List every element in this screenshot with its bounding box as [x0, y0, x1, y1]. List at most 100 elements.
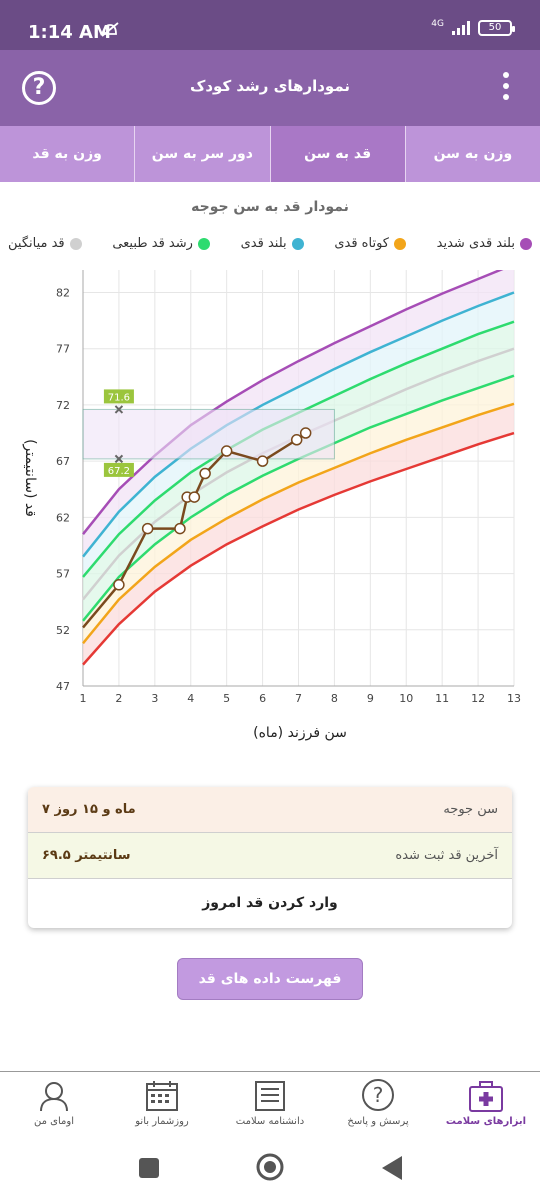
home-icon[interactable]	[256, 1153, 284, 1185]
percentile-band	[83, 270, 514, 557]
child-height-point	[188, 491, 201, 503]
y-tick-label: 52	[56, 624, 70, 637]
question-icon: ?	[333, 1078, 423, 1114]
nav-calendar[interactable]: روزشمار بانو	[117, 1072, 207, 1135]
range-highlight	[82, 408, 335, 460]
x-tick-label: 8	[331, 692, 338, 705]
x-tick-label: 13	[507, 692, 521, 705]
nav-health-tools[interactable]: ابزارهای سلامت	[441, 1072, 531, 1135]
x-axis-label: سن فرزند (ماه)	[253, 725, 347, 741]
network-label: 4G	[431, 19, 444, 29]
system-navigation-bar	[0, 1135, 540, 1200]
legend-dot	[393, 237, 406, 250]
y-tick-label: 82	[56, 286, 70, 299]
age-row: ۷ ماه و ۱۵ روز سن جوجه	[28, 787, 512, 833]
x-tick-label: 2	[115, 692, 122, 705]
range-label-box	[103, 389, 134, 404]
x-tick-label: 1	[80, 692, 87, 705]
legend-dot	[197, 237, 210, 250]
legend-item: بلند قدی	[241, 236, 304, 251]
nav-label: پرسش و پاسخ	[347, 1116, 409, 1127]
y-tick-label: 62	[56, 511, 70, 524]
y-tick-label: 67	[56, 455, 70, 468]
age-label: سن جوجه	[443, 802, 498, 817]
enter-today-height-button[interactable]: وارد کردن قد امروز	[202, 895, 338, 911]
range-marker-x-icon	[114, 405, 124, 414]
nav-questions[interactable]: ? پرسش و پاسخ	[333, 1072, 423, 1135]
legend-label: کوتاه قدی	[334, 236, 389, 251]
page-title: نمودارهای رشد کودک	[189, 77, 351, 95]
y-axis-label: قد (سانتیمتر)	[22, 439, 38, 517]
child-height-point	[174, 522, 186, 535]
bottom-nav: ابزارهای سلامت ? پرسش و پاسخ دانشنامه سل…	[0, 1071, 540, 1135]
x-tick-label: 9	[367, 692, 374, 705]
x-tick-label: 12	[471, 692, 485, 705]
encyclopedia-icon	[225, 1078, 315, 1114]
battery-icon: 50	[478, 20, 515, 36]
legend-label: رشد قد طبیعی	[112, 236, 193, 251]
more-vertical-icon[interactable]	[496, 72, 516, 106]
mute-icon	[100, 22, 120, 42]
legend-item: رشد قد طبیعی	[112, 236, 210, 251]
legend-item: کوتاه قدی	[334, 236, 406, 251]
percentile-band	[83, 403, 514, 665]
info-card: ۷ ماه و ۱۵ روز سن جوجه ۶۹.۵ سانتیمتر آخر…	[28, 787, 512, 928]
nav-profile[interactable]: اومای من	[9, 1072, 99, 1135]
legend-label: بلند قدی شدید	[436, 236, 515, 251]
height-for-age-chart: 1 2 3 4 5 6 7 8 9 10 11 12 13475257626772778271.667.…	[56, 270, 521, 705]
age-value: ۷ ماه و ۱۵ روز	[42, 802, 136, 817]
child-height-point	[220, 445, 233, 457]
tab-head-circumference[interactable]: دور سر به سن	[134, 126, 269, 182]
child-height-point	[113, 579, 125, 591]
range-label-box	[103, 462, 134, 477]
tab-weight-for-height[interactable]: وزن به قد	[32, 146, 102, 162]
calendar-icon	[117, 1078, 207, 1114]
signal-icon	[452, 21, 470, 35]
y-tick-label: 72	[56, 399, 70, 412]
range-marker-x-icon	[114, 454, 124, 464]
health-kit-icon	[441, 1078, 531, 1114]
nav-label: اومای من	[34, 1116, 74, 1127]
child-height-point	[199, 467, 211, 480]
child-height-point	[141, 522, 154, 535]
percentile-line	[82, 431, 515, 666]
last-height-value: ۶۹.۵ سانتیمتر	[42, 848, 131, 863]
percentile-band	[83, 321, 514, 600]
status-bar: 1:14 AM 4G 50	[0, 0, 540, 50]
percentile-line	[82, 291, 515, 558]
legend-dot	[519, 237, 532, 250]
profile-icon	[9, 1078, 99, 1114]
x-tick-label: 5	[223, 692, 230, 705]
percentile-line	[82, 402, 515, 645]
status-time: 1:14 AM	[28, 22, 111, 43]
back-icon[interactable]	[380, 1155, 404, 1185]
legend-label: قد میانگین	[8, 236, 65, 251]
child-height-point	[290, 434, 303, 446]
last-height-row: ۶۹.۵ سانتیمتر آخرین قد ثبت شده	[28, 833, 512, 879]
tab-bar: وزن به قد دور سر به سن قد به سن وزن به س…	[0, 126, 540, 182]
tab-height-for-age[interactable]: قد به سن	[269, 126, 405, 182]
nav-encyclopedia[interactable]: دانشنامه سلامت	[225, 1072, 315, 1135]
recent-apps-icon[interactable]	[138, 1157, 160, 1183]
percentile-band	[83, 375, 514, 644]
child-height-point	[299, 427, 312, 439]
help-icon[interactable]: ?	[22, 71, 56, 105]
svg-text:?: ?	[373, 1083, 384, 1107]
range-label: 71.6	[108, 392, 130, 403]
percentile-band	[83, 292, 514, 577]
nav-label: ابزارهای سلامت	[445, 1116, 527, 1127]
range-label: 67.2	[108, 466, 130, 477]
legend-label: بلند قدی	[240, 236, 287, 251]
y-tick-label: 47	[56, 680, 70, 693]
height-data-list-button[interactable]: فهرست داده های قد جوجه	[177, 958, 363, 1027]
x-tick-label: 10	[399, 692, 413, 705]
x-tick-label: 3	[151, 692, 158, 705]
x-tick-label: 4	[187, 692, 194, 705]
tab-weight-for-age[interactable]: وزن به سن	[404, 126, 540, 182]
x-tick-label: 7	[295, 692, 302, 705]
y-tick-label: 77	[56, 343, 70, 356]
legend-dot	[291, 237, 304, 250]
legend-dot	[69, 237, 82, 250]
app-bar: ? نمودارهای رشد کودک	[0, 50, 540, 126]
chart-legend: بلند قدی شدید کوتاه قدی بلند قدی رشد قد طبی…	[8, 236, 532, 251]
